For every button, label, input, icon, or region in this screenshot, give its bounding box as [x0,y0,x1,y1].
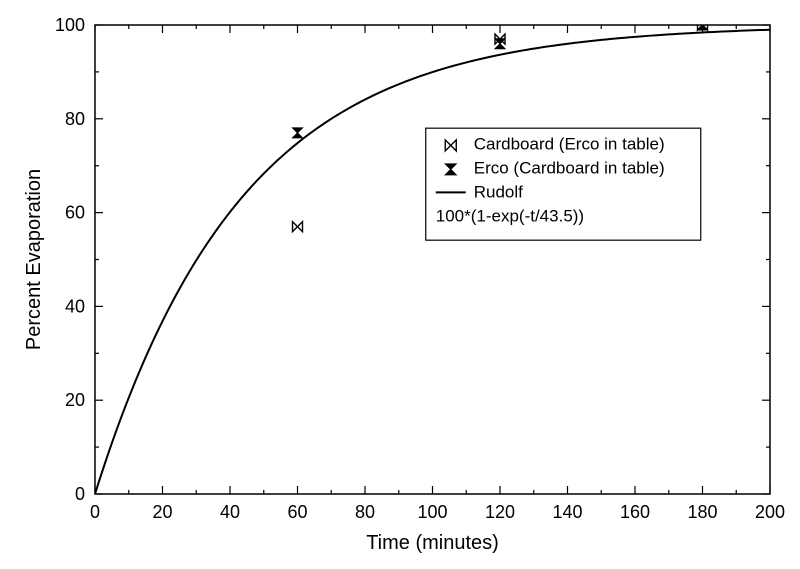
x-tick-label: 140 [552,502,582,522]
evaporation-chart: 020406080100120140160180200020406080100 … [0,0,800,569]
x-tick-label: 180 [687,502,717,522]
y-tick-label: 40 [65,296,85,316]
x-tick-label: 160 [620,502,650,522]
legend-label: Erco (Cardboard in table) [474,158,665,177]
y-axis-label: Percent Evaporation [23,169,45,350]
y-tick-label: 20 [65,390,85,410]
chart-axes: 0 20 40 60 80 100 120 140 160 180 200 0 20 40 60 80 100 [55,15,785,522]
y-tick-label: 0 [75,484,85,504]
legend-item: Cardboard (Erco in table) [445,134,664,153]
legend-label: Cardboard (Erco in table) [474,134,665,153]
x-tick-label: 120 [485,502,515,522]
chart-legend: Cardboard (Erco in table) Erco (Cardboard… [426,128,701,240]
x-axis-label: Time (minutes) [366,532,499,554]
x-tick-label: 60 [287,502,307,522]
cardboard-point [293,222,303,232]
erco-point [293,128,303,138]
y-tick-label: 80 [65,109,85,129]
y-tick-label: 100 [55,15,85,35]
legend-label: Rudolf [474,182,523,201]
x-tick-label: 20 [152,502,172,522]
legend-label: 100*(1-exp(-t/43.5)) [436,206,584,225]
x-tick-label: 200 [755,502,785,522]
y-tick-label: 60 [65,203,85,223]
erco-point [495,39,505,49]
legend-item: Erco (Cardboard in table) [445,158,664,177]
x-tick-label: 80 [355,502,375,522]
legend-item: 100*(1-exp(-t/43.5)) [436,206,584,225]
x-tick-label: 40 [220,502,240,522]
rudolf-curve [95,30,770,494]
chart-plot-area [95,20,770,494]
x-tick-label: 0 [90,502,100,522]
x-tick-label: 100 [417,502,447,522]
